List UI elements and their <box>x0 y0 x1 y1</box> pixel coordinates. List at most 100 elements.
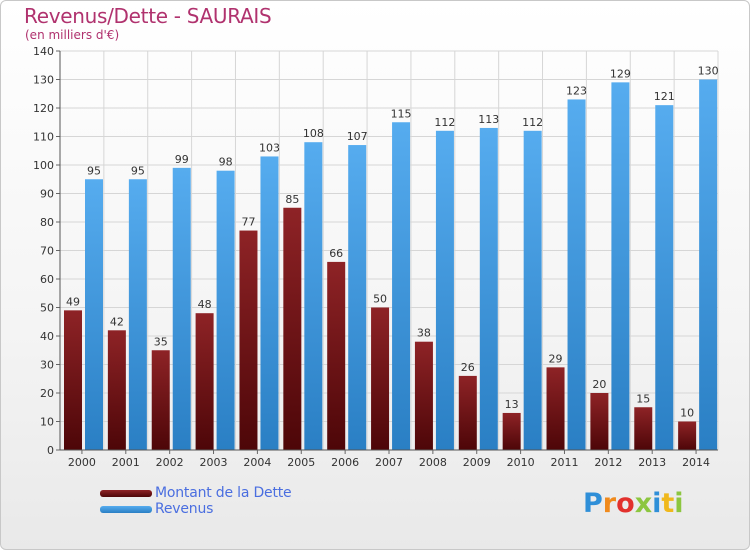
x-tick-label: 2013 <box>638 456 666 469</box>
bar-revenus <box>655 105 674 451</box>
legend-swatch-revenus <box>100 506 152 513</box>
bar-revenus <box>128 179 147 450</box>
x-tick-label: 2002 <box>156 456 184 469</box>
data-label-revenus: 99 <box>175 153 189 166</box>
x-axis: 2000 2001 2002 2003 2004 2005 2006 2007 2008 2009… <box>60 449 718 469</box>
logo-letter: r <box>602 488 617 519</box>
data-label-revenus: 107 <box>347 130 368 143</box>
y-tick-label: 90 <box>40 188 54 201</box>
y-tick-label: 20 <box>40 387 54 400</box>
x-tick-label: 2003 <box>200 456 228 469</box>
logo-letter: P <box>583 488 603 519</box>
data-label-dette: 85 <box>285 193 299 206</box>
data-label-revenus: 121 <box>654 90 675 103</box>
data-label-revenus: 123 <box>566 84 587 97</box>
x-tick-label: 2011 <box>550 456 578 469</box>
logo-letter: x <box>634 488 653 519</box>
bar-dette <box>414 341 433 450</box>
y-tick-label: 120 <box>33 102 54 115</box>
bar-revenus <box>85 179 103 450</box>
y-tick-label: 80 <box>40 216 54 229</box>
bar-revenus <box>611 82 630 450</box>
legend-swatch-debt <box>100 490 152 497</box>
y-tick-label: 130 <box>33 74 54 87</box>
legend-label-debt: Montant de la Dette <box>155 485 292 501</box>
bar-revenus <box>216 170 235 450</box>
data-label-revenus: 103 <box>259 141 280 154</box>
data-label-revenus: 129 <box>610 67 631 80</box>
x-tick-label: 2005 <box>287 456 315 469</box>
bar-dette <box>239 230 258 450</box>
data-label-dette: 20 <box>592 378 606 391</box>
data-label-revenus: 115 <box>391 107 412 120</box>
data-label-dette: 35 <box>154 335 168 348</box>
data-label-dette: 38 <box>417 327 431 340</box>
bar-dette <box>678 421 697 450</box>
data-label-revenus: 98 <box>219 156 233 169</box>
data-label-revenus: 112 <box>522 116 543 129</box>
bar-revenus <box>392 122 411 450</box>
x-tick-label: 2008 <box>419 456 447 469</box>
data-label-revenus: 113 <box>478 113 499 126</box>
logo-letter: t <box>661 488 675 519</box>
data-label-dette: 77 <box>241 216 255 229</box>
bar-dette <box>458 375 477 450</box>
bar-revenus <box>304 142 323 450</box>
proxiti-logo: Proxiti <box>583 488 684 519</box>
data-label-revenus: 130 <box>698 65 719 78</box>
y-tick-label: 110 <box>33 131 54 144</box>
y-tick-label: 10 <box>40 416 54 429</box>
bar-revenus <box>435 130 454 451</box>
data-label-dette: 10 <box>680 407 694 420</box>
bar-revenus <box>348 145 367 451</box>
data-label-revenus: 108 <box>303 127 324 140</box>
data-label-dette: 13 <box>505 398 519 411</box>
bars: 49 95 42 95 35 99 48 98 77 103 85 108 66 107 50 115 38 11… <box>64 65 719 451</box>
data-label-dette: 49 <box>66 295 80 308</box>
data-label-dette: 42 <box>110 315 124 328</box>
x-tick-label: 2000 <box>68 456 96 469</box>
x-tick-label: 2009 <box>463 456 491 469</box>
x-tick-label: 2014 <box>682 456 710 469</box>
bar-dette <box>283 207 302 450</box>
data-label-revenus: 95 <box>87 164 101 177</box>
bar-revenus <box>523 130 542 451</box>
bar-revenus <box>699 79 718 450</box>
bar-revenus <box>172 167 191 450</box>
bar-dette <box>546 367 565 450</box>
x-tick-label: 2010 <box>507 456 535 469</box>
chart-subtitle: (en milliers d'€) <box>25 28 120 42</box>
bar-dette <box>590 393 609 450</box>
y-tick-label: 40 <box>40 330 54 343</box>
logo-letter: i <box>652 488 662 519</box>
chart-title: Revenus/Dette - SAURAIS <box>24 4 272 28</box>
y-tick-label: 60 <box>40 273 54 286</box>
data-label-revenus: 112 <box>434 116 455 129</box>
y-tick-label: 100 <box>33 159 54 172</box>
bar-revenus <box>260 156 279 450</box>
bar-dette <box>327 261 346 450</box>
x-tick-label: 2006 <box>331 456 359 469</box>
bar-dette <box>502 412 521 450</box>
y-tick-label: 70 <box>40 245 54 258</box>
logo-letter: i <box>674 488 684 519</box>
bar-dette <box>634 407 653 450</box>
x-tick-label: 2001 <box>112 456 140 469</box>
bar-dette <box>195 313 214 450</box>
bar-dette <box>151 350 170 450</box>
y-tick-label: 50 <box>40 302 54 315</box>
x-tick-label: 2004 <box>243 456 271 469</box>
legend-label-revenus: Revenus <box>155 501 214 517</box>
y-tick-label: 30 <box>40 359 54 372</box>
bar-dette <box>371 307 390 450</box>
data-label-dette: 15 <box>636 392 650 405</box>
bar-revenus <box>479 127 498 450</box>
y-tick-label: 140 <box>33 45 54 58</box>
bar-dette <box>107 330 126 450</box>
data-label-revenus: 95 <box>131 164 145 177</box>
logo-letter: o <box>616 488 635 519</box>
bar-dette <box>64 310 82 450</box>
x-tick-label: 2012 <box>594 456 622 469</box>
data-label-dette: 50 <box>373 293 387 306</box>
